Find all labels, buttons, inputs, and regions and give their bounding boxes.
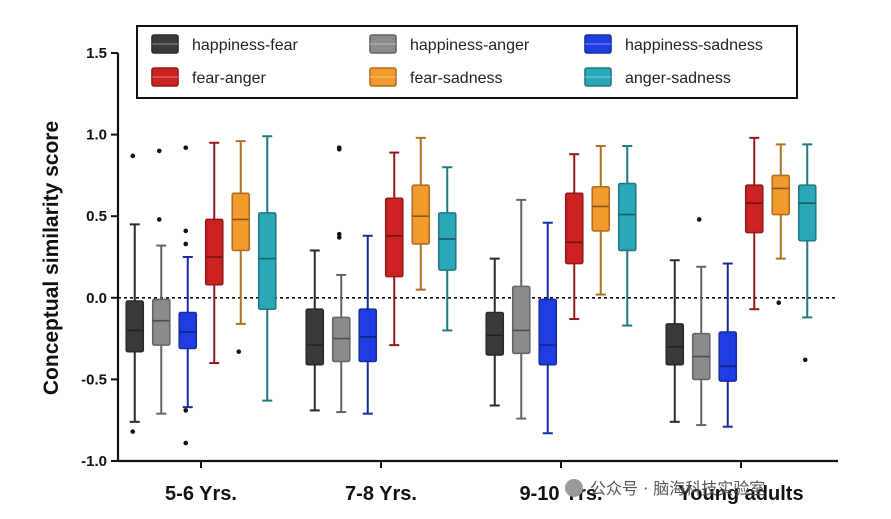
outlier-point bbox=[183, 408, 189, 413]
box-fear-sadness-1 bbox=[231, 140, 251, 354]
outlier-point bbox=[183, 228, 189, 234]
box-iqr bbox=[384, 197, 404, 278]
box-iqr bbox=[744, 184, 764, 234]
watermark: 公众号 · 脑海科技实验室 bbox=[565, 479, 765, 498]
legend-item-happiness-fear: happiness-fear bbox=[151, 34, 299, 54]
box-iqr bbox=[178, 311, 198, 350]
legend-item-happiness-sadness: happiness-sadness bbox=[584, 34, 763, 54]
box-iqr bbox=[125, 300, 145, 353]
box-fear-anger-1 bbox=[204, 141, 224, 365]
box-happiness-fear-4 bbox=[665, 259, 685, 423]
outlier-point bbox=[776, 300, 782, 305]
box-fear-sadness-4 bbox=[771, 143, 791, 305]
outlier-point bbox=[130, 429, 136, 434]
legend-label: fear-sadness bbox=[410, 70, 503, 87]
box-fear-sadness-3 bbox=[591, 145, 611, 296]
legend-label: happiness-anger bbox=[410, 37, 530, 54]
y-tick-label: 0.5 bbox=[86, 208, 107, 225]
legend-item-fear-anger: fear-anger bbox=[151, 67, 266, 87]
legend-frame bbox=[136, 25, 798, 99]
outlier-point bbox=[156, 148, 162, 154]
outlier-point bbox=[802, 357, 808, 363]
box-iqr bbox=[151, 298, 171, 346]
box-fear-anger-3 bbox=[564, 153, 584, 321]
box-iqr bbox=[358, 308, 378, 363]
box-anger-sadness-3 bbox=[617, 145, 637, 327]
y-tick-label: -1.0 bbox=[81, 453, 107, 470]
box-iqr bbox=[305, 308, 325, 366]
legend-item-happiness-anger: happiness-anger bbox=[369, 34, 530, 54]
box-iqr bbox=[437, 212, 457, 271]
y-axis-label: Conceptual similarity score bbox=[40, 121, 63, 395]
x-tick-label: 5-6 Yrs. bbox=[165, 483, 237, 505]
outlier-point bbox=[236, 349, 242, 354]
outlier-point bbox=[183, 241, 189, 247]
y-tick-label: 1.5 bbox=[86, 45, 107, 62]
outlier-point bbox=[696, 217, 702, 222]
box-happiness-anger-2 bbox=[331, 145, 351, 414]
box-iqr bbox=[538, 298, 558, 366]
box-anger-sadness-2 bbox=[437, 166, 457, 332]
legend-item-fear-sadness: fear-sadness bbox=[369, 67, 503, 87]
box-iqr bbox=[485, 311, 505, 356]
outlier-point bbox=[336, 146, 342, 152]
box-happiness-sadness-2 bbox=[358, 234, 378, 415]
box-happiness-anger-3 bbox=[511, 198, 531, 420]
x-tick-label: 7-8 Yrs. bbox=[345, 483, 417, 505]
box-happiness-sadness-1 bbox=[178, 145, 198, 446]
x-tick-label: Young adults bbox=[678, 483, 803, 505]
legend: happiness-fear happiness-anger happiness-s… bbox=[136, 25, 798, 99]
y-tick-label: 0.0 bbox=[86, 290, 107, 307]
watermark-text: 公众号 · 脑海科技实验室 bbox=[590, 479, 765, 498]
y-tick-label: 1.0 bbox=[86, 127, 107, 144]
box-iqr bbox=[797, 184, 817, 242]
outlier-point bbox=[130, 153, 136, 159]
outlier-point bbox=[183, 145, 189, 150]
box-iqr bbox=[411, 184, 431, 245]
legend-label: happiness-fear bbox=[192, 37, 299, 54]
box-iqr bbox=[257, 212, 277, 311]
box-fear-anger-2 bbox=[384, 151, 404, 347]
legend-label: fear-anger bbox=[192, 70, 266, 87]
box-series bbox=[125, 135, 817, 446]
outlier-point bbox=[156, 217, 162, 222]
box-iqr bbox=[231, 192, 251, 252]
box-iqr bbox=[204, 218, 224, 286]
box-anger-sadness-1 bbox=[257, 135, 277, 402]
box-iqr bbox=[771, 174, 791, 216]
box-iqr bbox=[591, 186, 611, 232]
wechat-official-account-icon bbox=[565, 479, 583, 497]
outlier-point bbox=[336, 231, 342, 237]
legend-label: anger-sadness bbox=[625, 70, 731, 87]
box-happiness-anger-1 bbox=[151, 148, 171, 415]
box-fear-anger-4 bbox=[744, 136, 764, 311]
box-happiness-anger-4 bbox=[691, 217, 711, 427]
box-happiness-fear-2 bbox=[305, 249, 325, 412]
legend-item-anger-sadness: anger-sadness bbox=[584, 67, 731, 87]
box-happiness-fear-3 bbox=[485, 257, 505, 407]
box-iqr bbox=[511, 285, 531, 355]
box-happiness-fear-1 bbox=[125, 153, 145, 434]
box-fear-sadness-2 bbox=[411, 136, 431, 291]
box-iqr bbox=[564, 192, 584, 265]
legend-label: happiness-sadness bbox=[625, 37, 763, 54]
outlier-point bbox=[336, 235, 342, 240]
plot-area: 1.51.00.50.0-0.5-1.05-6 Yrs. 7-8 Yrs. 9-10… bbox=[81, 45, 838, 505]
box-happiness-sadness-4 bbox=[718, 262, 738, 428]
box-iqr bbox=[617, 182, 637, 252]
y-tick-label: -0.5 bbox=[81, 371, 107, 388]
box-iqr bbox=[331, 316, 351, 363]
box-anger-sadness-4 bbox=[797, 143, 817, 363]
box-happiness-sadness-3 bbox=[538, 221, 558, 435]
box-iqr bbox=[665, 323, 685, 366]
box-iqr bbox=[718, 331, 738, 382]
outlier-point bbox=[183, 440, 189, 446]
